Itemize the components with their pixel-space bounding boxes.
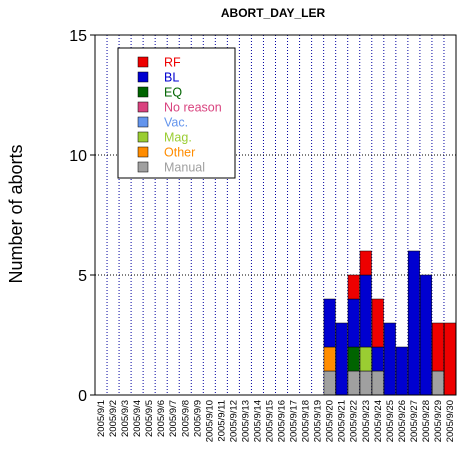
legend-label: Vac. [164,116,188,130]
legend-label: No reason [164,101,222,115]
plot-frame [94,34,457,396]
x-tick-label: 2005/9/22 [349,400,360,442]
legend-label: Manual [164,161,205,175]
bar-segment-eq [347,346,360,372]
bar-segment-rf [347,274,360,300]
bar-segment-rf [371,298,384,348]
legend-label: EQ [164,86,182,100]
x-tick-label: 2005/9/20 [325,400,336,442]
bar-segment-rf [431,322,444,372]
bar-segment-manual [359,370,372,396]
bar-segment-bl [395,346,408,396]
legend-label: BL [164,71,179,85]
x-tick-label: 2005/9/14 [252,400,263,442]
legend-swatch [137,116,149,128]
x-tick-label: 2005/9/9 [192,400,203,437]
x-tick-label: 2005/9/1 [96,400,107,437]
legend-swatch [137,146,149,158]
chart-title: ABORT_DAY_LER [221,6,326,20]
legend-label: Mag. [164,131,192,145]
bar-segment-manual [371,370,384,396]
x-tick-label: 2005/9/17 [289,400,300,442]
x-tick-label: 2005/9/13 [240,400,251,442]
bar-segment-manual [323,370,336,396]
legend-swatch [137,131,149,143]
bar-segment-bl [383,322,396,396]
legend-swatch [137,56,149,68]
x-tick-label: 2005/9/24 [373,400,384,442]
x-tick-label: 2005/9/21 [337,400,348,442]
bar-segment-mag- [359,346,372,372]
bar-segment-manual [347,370,360,396]
x-tick-label: 2005/9/10 [204,400,215,442]
y-tick-label: 15 [69,28,87,45]
y-tick-label: 10 [69,148,87,165]
x-tick-label: 2005/9/15 [264,400,275,442]
x-tick-label: 2005/9/19 [313,400,324,442]
bar-segment-bl [335,322,348,396]
x-tick-label: 2005/9/3 [120,400,131,437]
bar-segment-manual [431,370,444,396]
y-tick-label: 0 [78,388,87,405]
bar-segment-bl [359,274,372,348]
x-tick-label: 2005/9/30 [445,400,456,442]
x-tick-label: 2005/9/5 [144,400,155,437]
x-tick-label: 2005/9/29 [433,400,444,442]
x-tick-label: 2005/9/16 [277,400,288,442]
bar-segment-bl [371,346,384,372]
bar-segment-bl [419,274,432,396]
legend-box [117,47,236,179]
x-tick-label: 2005/9/11 [216,400,227,442]
x-tick-label: 2005/9/26 [397,400,408,442]
legend-swatch [137,86,149,98]
bar-segment-other [323,346,336,372]
legend-swatch [137,161,149,173]
x-tick-label: 2005/9/4 [132,400,143,437]
legend-swatch [137,71,149,83]
y-axis-label: Number of aborts [6,144,26,283]
x-tick-label: 2005/9/28 [421,400,432,442]
legend-swatch [137,101,149,113]
legend-label: Other [164,146,195,160]
x-tick-label: 2005/9/23 [361,400,372,442]
legend-label: RF [164,56,181,70]
bar-segment-rf [359,250,372,276]
x-tick-label: 2005/9/7 [168,400,179,437]
bar-segment-rf [444,322,456,396]
x-tick-label: 2005/9/12 [228,400,239,442]
x-tick-label: 2005/9/2 [108,400,119,437]
bar-segment-bl [407,250,420,396]
x-tick-label: 2005/9/8 [180,400,191,437]
x-tick-label: 2005/9/18 [301,400,312,442]
bar-segment-bl [347,298,360,348]
x-tick-label: 2005/9/27 [409,400,420,442]
x-tick-label: 2005/9/25 [385,400,396,442]
x-tick-label: 2005/9/6 [156,400,167,437]
bar-segment-bl [323,298,336,348]
y-tick-label: 5 [78,268,87,285]
